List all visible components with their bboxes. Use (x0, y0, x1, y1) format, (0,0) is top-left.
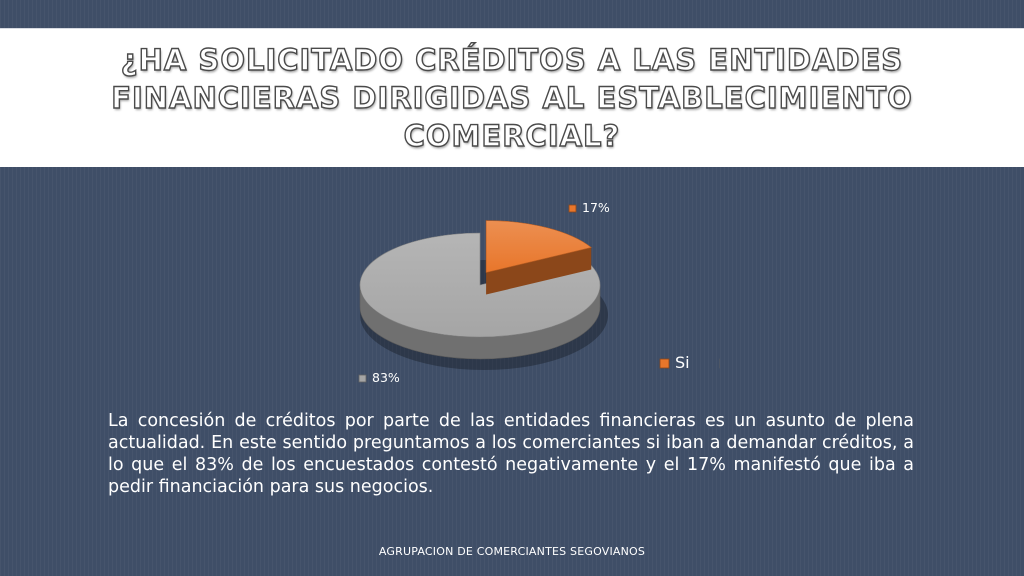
legend-swatch-si (660, 359, 669, 368)
footer-text: AGRUPACION DE COMERCIANTES SEGOVIANOS (0, 545, 1024, 558)
slide-title: ¿Ha solicitado créditos a las entidades … (0, 41, 1024, 155)
legend-label-si: Si (675, 353, 690, 372)
data-label-marker-si (569, 205, 576, 212)
title-band: ¿Ha solicitado créditos a las entidades … (0, 28, 1024, 167)
pie-chart-svg: 17%83%SiNo (300, 190, 720, 400)
top-strip (0, 0, 1024, 28)
body-text: La concesión de créditos por parte de la… (108, 410, 914, 498)
pie-chart: 17%83%SiNo (300, 190, 720, 400)
data-label-no: 83% (372, 370, 400, 385)
data-label-si: 17% (582, 200, 610, 215)
data-label-marker-no (359, 375, 366, 382)
